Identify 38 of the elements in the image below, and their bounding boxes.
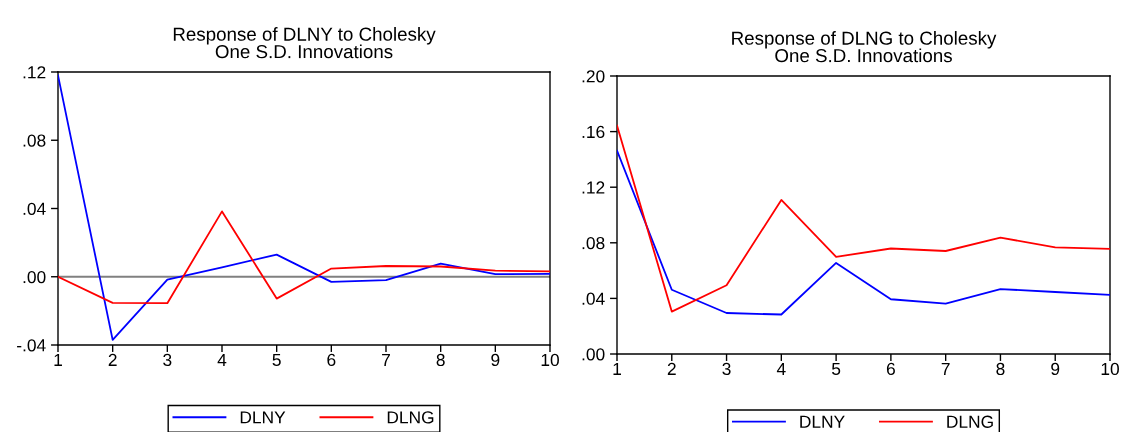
y-tick-label: .12 — [582, 181, 605, 194]
x-tick-label: 7 — [941, 362, 950, 375]
y-tick-label: .08 — [582, 236, 605, 250]
y-tick-label: .12 — [23, 66, 46, 79]
x-tick-label: 2 — [667, 362, 676, 375]
x-tick-label: 3 — [722, 362, 731, 376]
x-tick-label: 1 — [54, 353, 62, 366]
y-tick-label: .04 — [582, 292, 605, 305]
chart-title: Response of DLNG to Cholesky One S.D. Innovations — [732, 31, 997, 63]
x-tick-label: 10 — [1101, 362, 1119, 376]
x-tick-label: 4 — [217, 353, 227, 366]
y-tick-label: .00 — [582, 348, 605, 361]
chart-title: Response of DLNY to Cholesky One S.D. Innovations — [173, 27, 436, 59]
y-tick-label: .04 — [23, 202, 46, 215]
y-tick-label: .00 — [23, 270, 46, 284]
x-tick-label: 4 — [776, 362, 786, 375]
legend-label: DLNY — [800, 415, 845, 428]
x-tick-label: 8 — [996, 362, 1005, 376]
x-tick-label: 5 — [272, 353, 281, 367]
x-tick-label: 8 — [436, 353, 445, 367]
x-tick-label: 3 — [163, 353, 172, 367]
x-tick-label: 2 — [108, 353, 117, 366]
x-tick-label: 1 — [613, 362, 621, 375]
legend-label: DLNY — [240, 411, 286, 424]
y-tick-label: -.04 — [17, 339, 46, 352]
x-tick-label: 9 — [491, 353, 500, 367]
y-tick-label: .16 — [582, 125, 605, 139]
x-tick-label: 5 — [831, 362, 841, 376]
y-tick-label: .08 — [23, 134, 46, 147]
x-tick-label: 6 — [886, 362, 895, 376]
x-tick-label: 9 — [1051, 362, 1060, 376]
y-tick-label: .20 — [582, 70, 605, 83]
x-tick-label: 6 — [327, 353, 336, 367]
legend-label: DLNG — [387, 411, 434, 424]
x-tick-label: 10 — [541, 353, 559, 367]
legend-label: DLNG — [947, 415, 993, 428]
x-tick-label: 7 — [382, 353, 390, 366]
line-series — [58, 210, 550, 305]
